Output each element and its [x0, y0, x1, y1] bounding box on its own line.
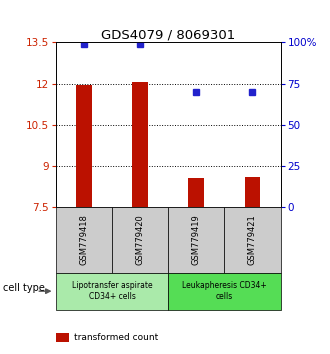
Text: Leukapheresis CD34+
cells: Leukapheresis CD34+ cells [182, 281, 267, 301]
Text: Lipotransfer aspirate
CD34+ cells: Lipotransfer aspirate CD34+ cells [72, 281, 152, 301]
Text: GSM779419: GSM779419 [192, 215, 201, 265]
Text: cell type: cell type [3, 282, 45, 293]
Bar [188, 178, 204, 207]
Title: GDS4079 / 8069301: GDS4079 / 8069301 [101, 28, 235, 41]
Text: transformed count: transformed count [74, 333, 158, 342]
Text: GSM779420: GSM779420 [136, 215, 145, 265]
Text: GSM779421: GSM779421 [248, 215, 257, 265]
Text: GSM779418: GSM779418 [80, 215, 89, 265]
Bar [245, 177, 260, 207]
Bar [76, 85, 92, 207]
Bar [132, 82, 148, 207]
